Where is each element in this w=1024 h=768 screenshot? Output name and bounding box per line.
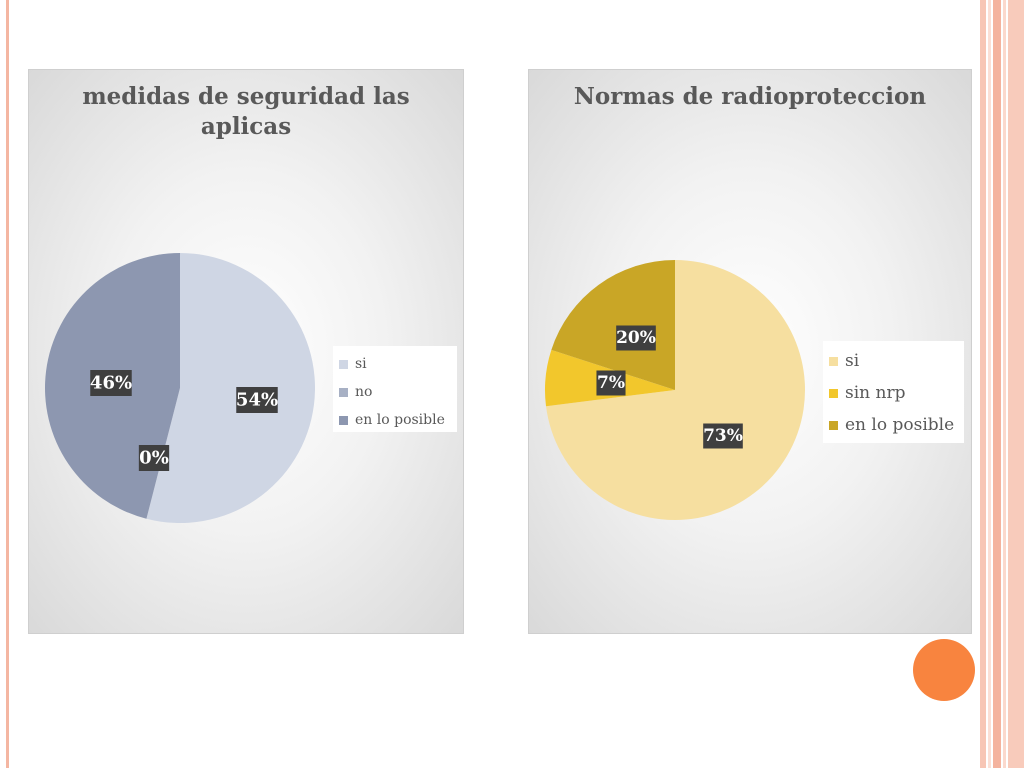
data-label-sin-nrp: 7%: [596, 370, 626, 396]
legend-swatch: [829, 388, 838, 398]
data-label-en-lo-posible: 46%: [90, 370, 132, 396]
data-label-box: [703, 423, 743, 449]
pie-slice-si: [546, 260, 805, 520]
legend-swatch: [339, 415, 348, 425]
legend-label: sin nrp: [845, 383, 906, 403]
data-label-text: 20%: [616, 328, 656, 348]
right-accent-stripes: [978, 0, 1024, 768]
chart-legend: si sin nrp en lo posible: [823, 341, 964, 443]
pie-chart-svg: 54% 0% 46%: [45, 253, 316, 523]
chart-legend: si no en lo posible: [333, 346, 457, 432]
legend-item-sin-nrp: sin nrp: [829, 377, 958, 409]
data-label-si: 73%: [703, 423, 743, 449]
chart-panel-radioproteccion: Normas de radioproteccion 73% 7% 20% si si…: [528, 69, 972, 634]
legend-item-si: si: [339, 350, 451, 378]
legend-label: si: [845, 351, 860, 371]
data-label-text: 7%: [597, 373, 625, 393]
legend-item-en-lo-posible: en lo posible: [829, 409, 958, 441]
data-label-box: [236, 387, 278, 413]
legend-label: en lo posible: [845, 415, 955, 435]
data-label-no: 0%: [138, 445, 170, 471]
data-label-box: [138, 445, 170, 471]
chart-title: medidas de seguridad las aplicas: [82, 83, 410, 140]
legend-swatch: [829, 420, 838, 430]
data-label-box: [616, 325, 656, 351]
pie-slice-en-lo-posible: [551, 260, 675, 390]
data-label-text: 0%: [139, 448, 169, 469]
chart-title: Normas de radioproteccion: [573, 83, 927, 110]
data-label-text: 73%: [703, 426, 743, 446]
legend-label: no: [355, 384, 373, 400]
pie-chart-svg: 73% 7% 20%: [545, 260, 805, 520]
data-label-text: 54%: [236, 390, 278, 411]
data-label-si: 54%: [236, 387, 278, 413]
left-accent-rule: [6, 0, 9, 768]
legend-item-no: no: [339, 378, 451, 406]
data-label-en-lo-posible: 20%: [616, 325, 656, 351]
pie-slice-si: [146, 253, 316, 523]
chart-panel-seguridad: medidas de seguridad las aplicas 54% 0% 46…: [28, 69, 464, 634]
data-label-text: 46%: [90, 373, 132, 394]
data-label-box: [90, 370, 132, 396]
decorative-orange-circle: [913, 639, 975, 701]
legend-label: en lo posible: [355, 412, 445, 428]
legend-swatch: [339, 387, 348, 397]
legend-swatch: [829, 356, 838, 366]
legend-label: si: [355, 356, 367, 372]
data-label-box: [596, 370, 626, 396]
legend-swatch: [339, 359, 348, 369]
legend-item-si: si: [829, 345, 958, 377]
legend-item-en-lo-posible: en lo posible: [339, 406, 451, 434]
